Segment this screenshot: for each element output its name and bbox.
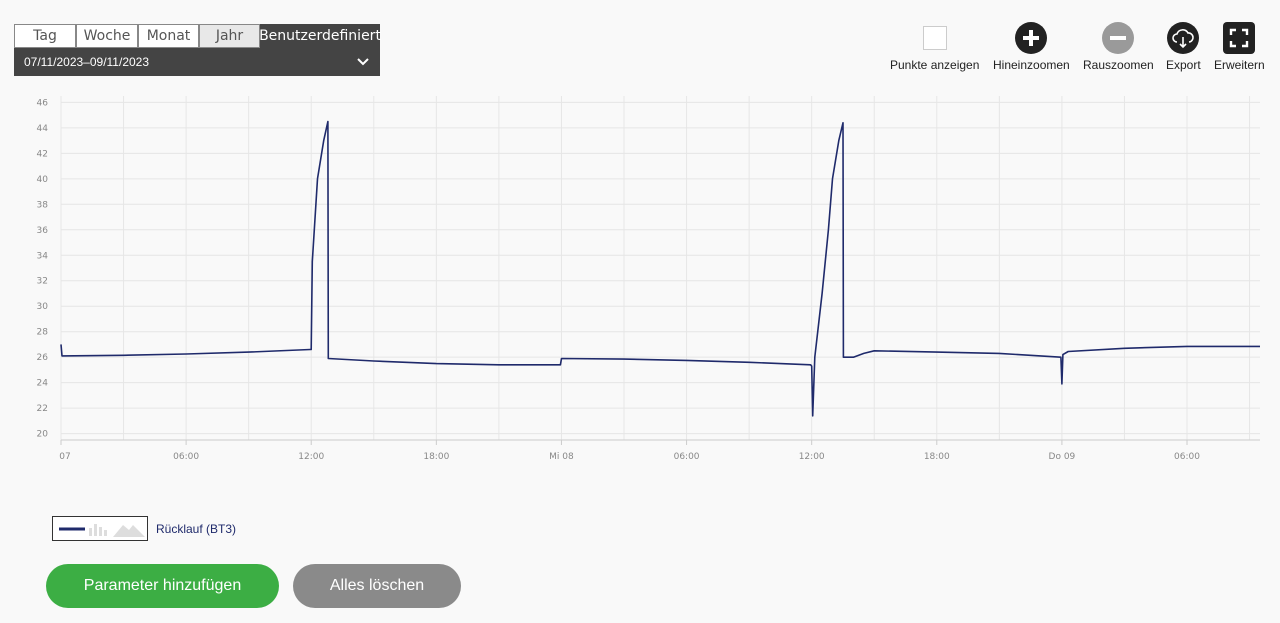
- show-points-label: Punkte anzeigen: [890, 58, 980, 72]
- y-tick-label: 42: [37, 149, 48, 159]
- tab-monat[interactable]: Monat: [138, 24, 199, 48]
- minus-icon: [1102, 22, 1135, 54]
- x-tick-label: 06:00: [173, 452, 199, 462]
- y-tick-label: 26: [37, 353, 49, 363]
- plus-icon: [1015, 22, 1048, 54]
- zoom-out-label: Rauszoomen: [1083, 58, 1154, 72]
- x-tick-label: 18:00: [423, 452, 449, 462]
- period-tabs: Tag Woche Monat Jahr Benutzerdefiniert: [14, 24, 381, 48]
- tab-jahr[interactable]: Jahr: [199, 24, 260, 48]
- zoom-out-button[interactable]: Rauszoomen: [1083, 22, 1154, 72]
- zoom-in-label: Hineinzoomen: [993, 58, 1070, 72]
- y-tick-label: 38: [37, 200, 49, 210]
- x-tick-label: Mi 08: [549, 452, 574, 462]
- x-tick-label: 07: [59, 452, 70, 462]
- checkbox-icon: [922, 22, 947, 54]
- chevron-down-icon: [356, 55, 370, 69]
- line-chart[interactable]: 20 22 24 26 28 30 32 34 36 38 40 42 44 46 07 06:00 12:00…: [0, 90, 1280, 475]
- add-parameter-button[interactable]: Parameter hinzufügen: [46, 564, 279, 608]
- date-range-label: 07/11/2023–09/11/2023: [24, 55, 150, 69]
- x-tick-label: Do 09: [1049, 452, 1076, 462]
- zoom-in-button[interactable]: Hineinzoomen: [993, 22, 1070, 72]
- period-selector: Tag Woche Monat Jahr Benutzerdefiniert 0…: [14, 24, 381, 76]
- tab-tag[interactable]: Tag: [14, 24, 76, 48]
- series-style-icon: [59, 523, 145, 537]
- y-tick-label: 28: [37, 328, 49, 338]
- date-range-dropdown[interactable]: 07/11/2023–09/11/2023: [14, 48, 380, 76]
- expand-label: Erweitern: [1214, 58, 1265, 72]
- expand-button[interactable]: Erweitern: [1214, 22, 1265, 72]
- x-tick-label: 12:00: [799, 452, 825, 462]
- expand-icon: [1223, 22, 1256, 54]
- y-tick-label: 32: [37, 277, 48, 287]
- export-label: Export: [1166, 58, 1201, 72]
- x-tick-label: 06:00: [674, 452, 700, 462]
- y-tick-label: 44: [37, 124, 49, 134]
- cloud-download-icon: [1167, 22, 1200, 54]
- show-points-toggle[interactable]: Punkte anzeigen: [890, 22, 979, 72]
- plot-area: [61, 96, 1260, 440]
- y-tick-label: 36: [37, 226, 49, 236]
- y-tick-label: 24: [37, 379, 49, 389]
- y-tick-label: 22: [37, 404, 48, 414]
- x-tick-label: 18:00: [924, 452, 950, 462]
- series-line: [60, 120, 1260, 417]
- y-tick-label: 40: [37, 175, 49, 185]
- legend-series-label: Rücklauf (BT3): [156, 521, 237, 536]
- y-tick-label: 30: [37, 302, 49, 312]
- y-tick-label: 20: [37, 430, 49, 440]
- y-tick-label: 46: [37, 98, 49, 108]
- x-tick-label: 06:00: [1174, 452, 1200, 462]
- chart-legend: Rücklauf (BT3): [52, 516, 236, 541]
- tab-woche[interactable]: Woche: [76, 24, 138, 48]
- tab-benutzerdefiniert[interactable]: Benutzerdefiniert: [259, 24, 381, 48]
- legend-series-toggle[interactable]: [52, 516, 148, 541]
- y-tick-label: 34: [37, 251, 49, 261]
- clear-all-button[interactable]: Alles löschen: [293, 564, 461, 608]
- x-tick-label: 12:00: [298, 452, 324, 462]
- export-button[interactable]: Export: [1166, 22, 1201, 72]
